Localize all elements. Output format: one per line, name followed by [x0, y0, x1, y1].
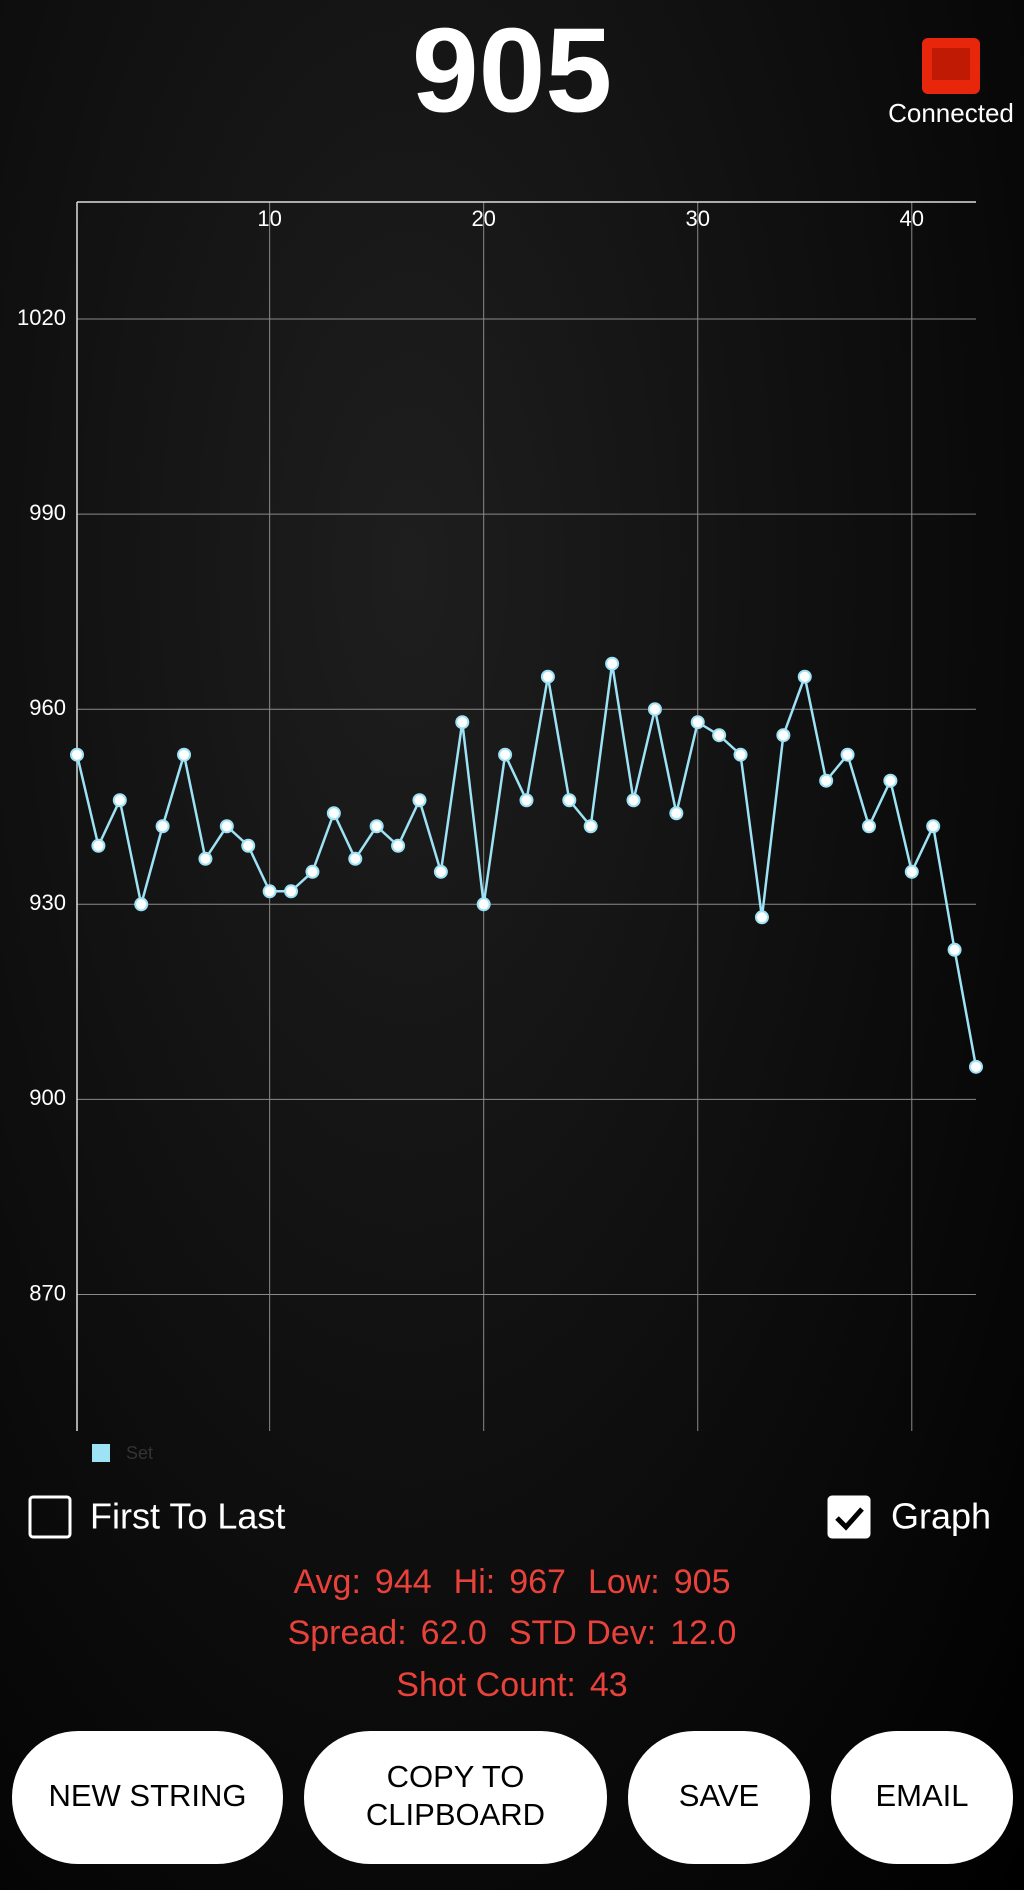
data-point [112, 793, 127, 808]
button[interactable] [12, 1731, 283, 1864]
button-label: COPY TO CLIPBOARD [366, 1759, 545, 1832]
data-point [219, 819, 234, 834]
legend-swatch [92, 1444, 110, 1462]
status-icon-inner [932, 48, 970, 80]
y-tick-label: 960 [29, 695, 66, 720]
x-tick-label: 30 [685, 206, 709, 231]
data-point [519, 793, 534, 808]
data-point [776, 728, 791, 743]
button-label-line: EMAIL [875, 1778, 968, 1813]
y-tick-label: 1020 [17, 305, 66, 330]
data-point [305, 864, 320, 879]
data-point [883, 773, 898, 788]
stats-line: Spread: 62.0 STD Dev: 12.0 [288, 1614, 737, 1652]
stat-value: 12.0 [670, 1614, 736, 1652]
stat-label: Shot Count: [396, 1666, 576, 1704]
button[interactable] [628, 1731, 810, 1864]
data-point [326, 806, 341, 821]
data-point [476, 897, 491, 912]
checkbox[interactable] [827, 1495, 871, 1539]
y-tick-label: 900 [29, 1085, 66, 1110]
button-label: SAVE [679, 1778, 759, 1813]
button-label: NEW STRING [48, 1778, 246, 1813]
y-tick-label: 990 [29, 500, 66, 525]
y-tick-label: 930 [29, 890, 66, 915]
data-point [262, 884, 277, 899]
stat-value: 944 [375, 1563, 432, 1601]
data-point [605, 656, 620, 671]
data-point [284, 884, 299, 899]
data-point [198, 851, 213, 866]
data-point [947, 942, 962, 957]
stats-line: Avg: 944 Hi: 967 Low: 905 [293, 1563, 730, 1601]
stat-value: 43 [590, 1666, 628, 1704]
data-point [861, 819, 876, 834]
data-point [498, 747, 513, 762]
data-point [562, 793, 577, 808]
stat-label: Spread: [288, 1614, 407, 1652]
stat-label: Avg: [293, 1563, 360, 1601]
x-tick-label: 20 [471, 206, 495, 231]
button-label-line: CLIPBOARD [366, 1797, 545, 1832]
data-point [626, 793, 641, 808]
button-label-line: SAVE [679, 1778, 759, 1813]
stat-label: Low: [588, 1563, 660, 1601]
button-label-line: COPY TO [387, 1759, 525, 1794]
stat-label: Hi: [454, 1563, 496, 1601]
data-point [819, 773, 834, 788]
data-point [134, 897, 149, 912]
data-line [75, 663, 978, 1068]
data-point [455, 715, 470, 730]
data-point [583, 819, 598, 834]
data-point [647, 702, 662, 717]
checkbox-label: First To Last [90, 1496, 285, 1537]
button[interactable] [304, 1731, 607, 1864]
x-tick-label: 40 [900, 206, 924, 231]
reading: 905 [412, 4, 612, 138]
data-point [754, 910, 769, 925]
y-tick-label: 870 [29, 1280, 66, 1305]
data-point [155, 819, 170, 834]
data-point [904, 864, 919, 879]
data-point [241, 838, 256, 853]
button[interactable] [831, 1731, 1013, 1864]
button-label: EMAIL [875, 1778, 968, 1813]
data-point [669, 806, 684, 821]
checkbox-label: Graph [891, 1496, 991, 1537]
data-point [797, 669, 812, 684]
data-point [840, 747, 855, 762]
checkbox[interactable] [28, 1495, 72, 1539]
data-point [412, 793, 427, 808]
data-point [369, 819, 384, 834]
checkmark [835, 1507, 864, 1531]
data-point [91, 838, 106, 853]
data-point [540, 669, 555, 684]
data-point [348, 851, 363, 866]
x-tick-label: 10 [257, 206, 281, 231]
data-point [969, 1059, 983, 1074]
data-point [70, 747, 84, 762]
data-point [733, 747, 748, 762]
status-text: Connected [888, 98, 1014, 128]
button-label-line: NEW STRING [48, 1778, 246, 1813]
data-point [391, 838, 406, 853]
stats-line: Shot Count: 43 [396, 1666, 627, 1704]
data-point [433, 864, 448, 879]
data-point [177, 747, 192, 762]
data-point [926, 819, 941, 834]
stat-label: STD Dev: [509, 1614, 656, 1652]
legend-label: Set [126, 1443, 153, 1463]
stat-value: 905 [674, 1563, 731, 1601]
stat-value: 62.0 [421, 1614, 487, 1652]
data-point [690, 715, 705, 730]
stat-value: 967 [509, 1563, 566, 1601]
data-point [712, 728, 727, 743]
